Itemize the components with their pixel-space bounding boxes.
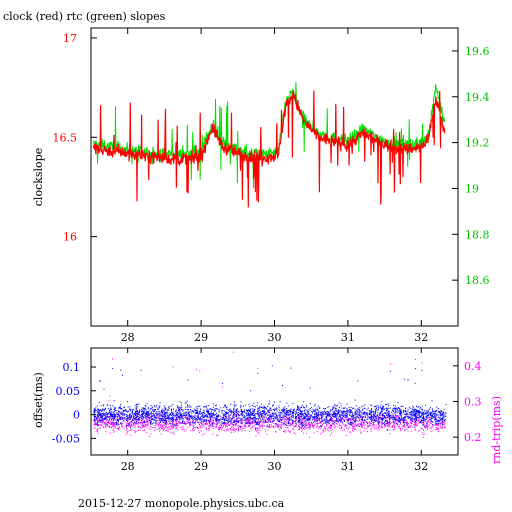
- top-ylabel: clockslope: [32, 148, 45, 206]
- top-y2-tick-label: 19.4: [465, 91, 490, 104]
- rtc-series-line: [92, 81, 446, 189]
- bottom-x-tick-label: 31: [341, 460, 355, 473]
- bottom-y-tick-label: 0.1: [63, 361, 81, 374]
- top-x-tick-label: 31: [341, 331, 355, 344]
- top-plot-axes: 28 29 30 31 32 16 16.5 17 18.6 18.8 19 19.2 19.4 19.6: [53, 28, 490, 344]
- rndtrip-points: [93, 351, 447, 438]
- top-x-tick-label: 29: [194, 331, 208, 344]
- top-x-tick-label: 28: [121, 331, 135, 344]
- bottom-y2-tick-label: 0.4: [464, 360, 482, 373]
- footer-caption: 2015-12-27 monopole.physics.ubc.ca: [78, 497, 285, 510]
- chart-title: clock (red) rtc (green) slopes: [3, 10, 166, 23]
- clock-series-line: [92, 90, 446, 208]
- bottom-ylabel: offset(ms): [32, 372, 45, 428]
- bottom-y2-tick-label: 0.3: [464, 396, 482, 409]
- top-y-tick-label: 16: [63, 231, 77, 244]
- bottom-plot-axes: 28 29 30 31 32 -0.05 0 0.05 0.1 0.2 0.3 0.4: [52, 348, 482, 473]
- bottom-y2label: rnd-trip(ms): [490, 396, 503, 464]
- top-y2-tick-label: 18.6: [465, 274, 490, 287]
- offset-points: [93, 365, 447, 432]
- bottom-y-tick-label: 0: [73, 409, 80, 422]
- bottom-plot-series: [93, 351, 447, 438]
- top-y2-tick-label: 19: [465, 182, 479, 195]
- bottom-y-tick-label: -0.05: [52, 432, 80, 445]
- bottom-x-tick-label: 29: [194, 460, 208, 473]
- bottom-x-tick-label: 28: [121, 460, 135, 473]
- top-y2-tick-label: 19.2: [465, 137, 490, 150]
- top-x-tick-label: 32: [414, 331, 428, 344]
- bottom-x-tick-label: 30: [268, 460, 282, 473]
- top-y2-tick-label: 18.8: [465, 228, 490, 241]
- top-y2-tick-label: 19.6: [465, 45, 490, 58]
- top-y-tick-label: 16.5: [53, 131, 78, 144]
- top-y-tick-label: 17: [63, 32, 77, 45]
- bottom-y2-tick-label: 0.2: [464, 431, 482, 444]
- bottom-y-tick-label: 0.05: [56, 385, 81, 398]
- top-x-tick-label: 30: [268, 331, 282, 344]
- bottom-x-tick-label: 32: [414, 460, 428, 473]
- top-plot-series: [92, 81, 446, 208]
